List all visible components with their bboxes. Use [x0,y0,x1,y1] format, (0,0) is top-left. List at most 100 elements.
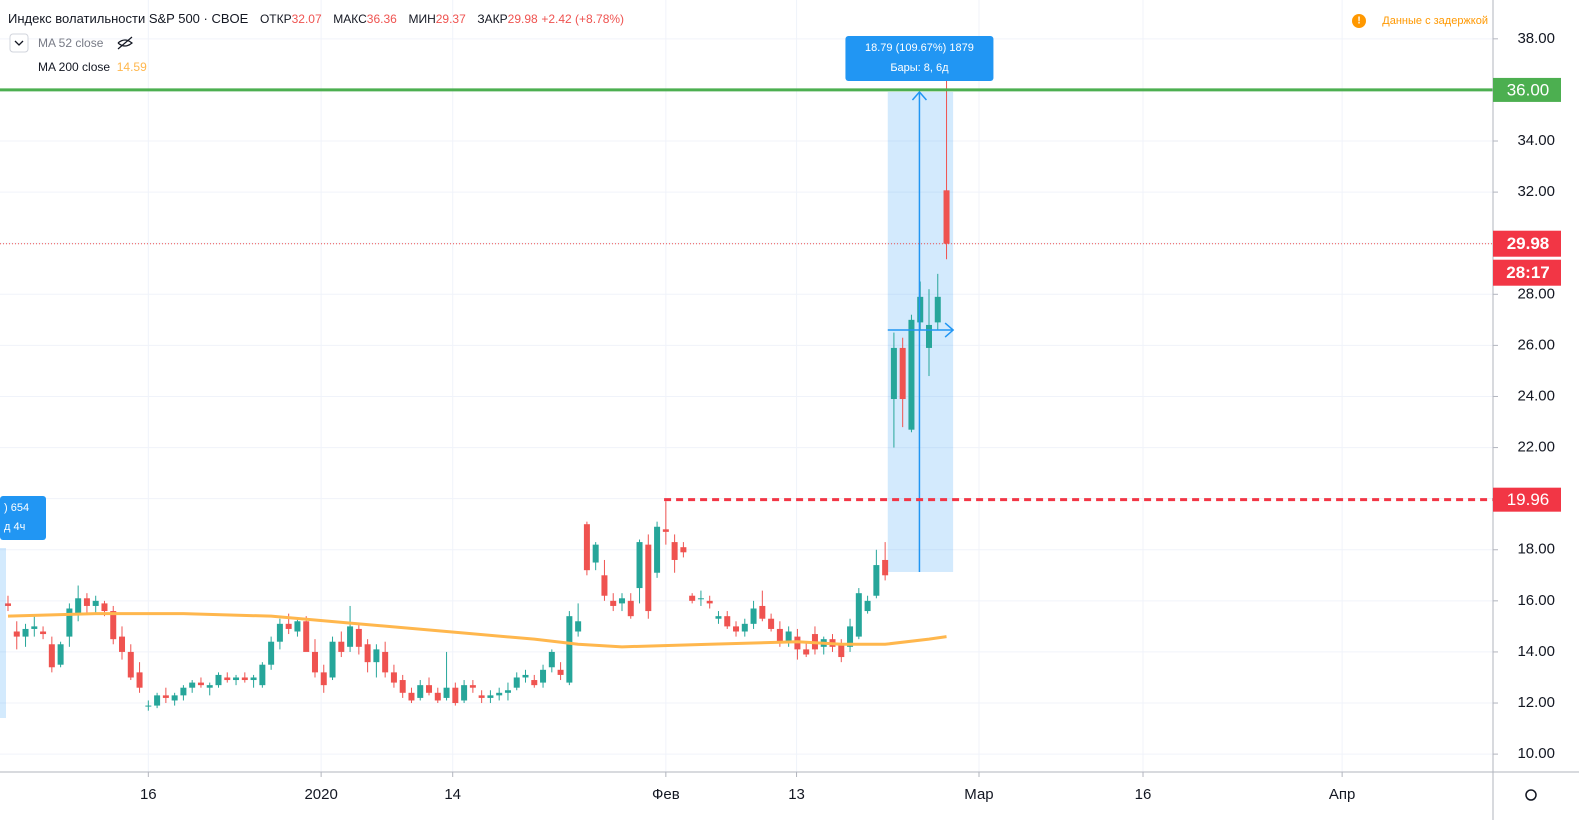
candle-body [22,628,29,637]
ma-line [7,612,947,649]
candle-body [654,526,661,573]
candle-body [934,296,941,323]
candle-body [347,626,354,647]
candle-body [215,674,222,686]
candle-body [276,623,283,642]
x-tick-label: 14 [444,786,461,803]
y-tick-label: 38.00 [1517,30,1555,47]
candle-body [487,695,494,698]
measure-bars: Бары: 8, 6д [890,62,949,74]
candle-body [724,616,731,627]
price-label-box [1493,230,1561,257]
candle-body [575,621,582,632]
axes: 10.0012.0014.0016.0018.0020.0022.0024.00… [140,30,1561,803]
candle-body [110,611,117,640]
ma52-legend: MA 52 close [38,36,103,50]
candle-body [311,651,318,673]
y-tick-label: 10.00 [1517,745,1555,762]
candle-body [908,319,915,430]
candle-body [329,641,336,678]
y-tick-label: 32.00 [1517,183,1555,200]
candle-body [680,547,687,553]
price-label: 29.98 [1507,234,1550,253]
measure-area [887,91,954,572]
candle-body [57,644,64,665]
high-label: МАКС [333,12,367,26]
candle-body [706,600,713,604]
y-tick-label: 24.00 [1517,387,1555,404]
candle-body [890,347,897,400]
candle-body [259,664,266,686]
candle-body [873,565,880,596]
candle-body [4,603,11,606]
candle-body [127,651,134,678]
candle-body [162,695,169,698]
candle-body [592,544,599,563]
candle-body [75,598,82,614]
open-value: 32.07 [291,12,322,26]
close-label: ЗАКР [477,12,508,26]
x-tick-label: 13 [788,786,805,803]
candle-body [426,685,433,693]
low-label: МИН [408,12,436,26]
candle-body [399,680,406,693]
delay-notice: Данные с задержкой [1382,15,1488,27]
candle-body [452,687,459,704]
candle-body [733,626,740,632]
measure-arrow-head [944,322,955,338]
title: Индекс волатильности S&P 500 · CBOE [8,11,249,26]
left-measure-box [0,496,46,540]
candle-body [557,669,564,675]
countdown: 28:17 [1506,263,1549,282]
candle-body [145,705,152,707]
collapse-icon [14,40,24,46]
candle-body [224,677,231,681]
candle-body [382,651,389,673]
delay-icon-mark: ! [1357,16,1360,27]
candle-body [31,626,38,629]
candle-body [697,598,704,600]
left-measure-text: ) 654 [4,502,29,514]
candle-body [776,628,783,642]
y-tick-label: 22.00 [1517,439,1555,456]
candle-body [206,685,213,688]
candle-body [373,649,380,663]
candle-body [320,672,327,686]
x-tick-label: 16 [1135,786,1152,803]
candle-body [171,695,178,701]
candle-body [636,542,643,589]
y-tick-label: 18.00 [1517,541,1555,558]
measure-arrow-head [911,90,928,101]
ma200-label: MA 200 close [38,60,111,74]
candle-body [741,623,748,632]
candle-body [338,641,345,652]
high-value: 36.36 [366,12,397,26]
candle-body [66,608,73,637]
collapse-button[interactable] [9,33,29,53]
candle-body [610,600,617,606]
x-tick-label: 16 [140,786,157,803]
ma200-value: 14.59 [116,60,147,74]
countdown-box [1493,259,1561,286]
candle-body [496,692,503,696]
candle-body [294,621,301,632]
candle-body [40,631,47,635]
y-tick-label: 16.00 [1517,592,1555,609]
hide-icon[interactable] [117,36,133,50]
candle-body [715,616,722,619]
level-label-box [1493,487,1561,512]
y-tick-label: 12.00 [1517,694,1555,711]
candle-body [803,649,810,655]
y-tick-label: 14.00 [1517,643,1555,660]
candle-body [671,542,678,560]
x-tick-label: Апр [1329,786,1355,803]
candle-body [241,677,248,681]
candle-body [303,621,310,652]
settings-icon[interactable] [1525,789,1537,801]
y-tick-label: 34.00 [1517,132,1555,149]
candle-body [364,644,371,663]
left-measure-area [0,548,6,718]
candle-body [925,324,932,348]
candle-body [759,605,766,619]
